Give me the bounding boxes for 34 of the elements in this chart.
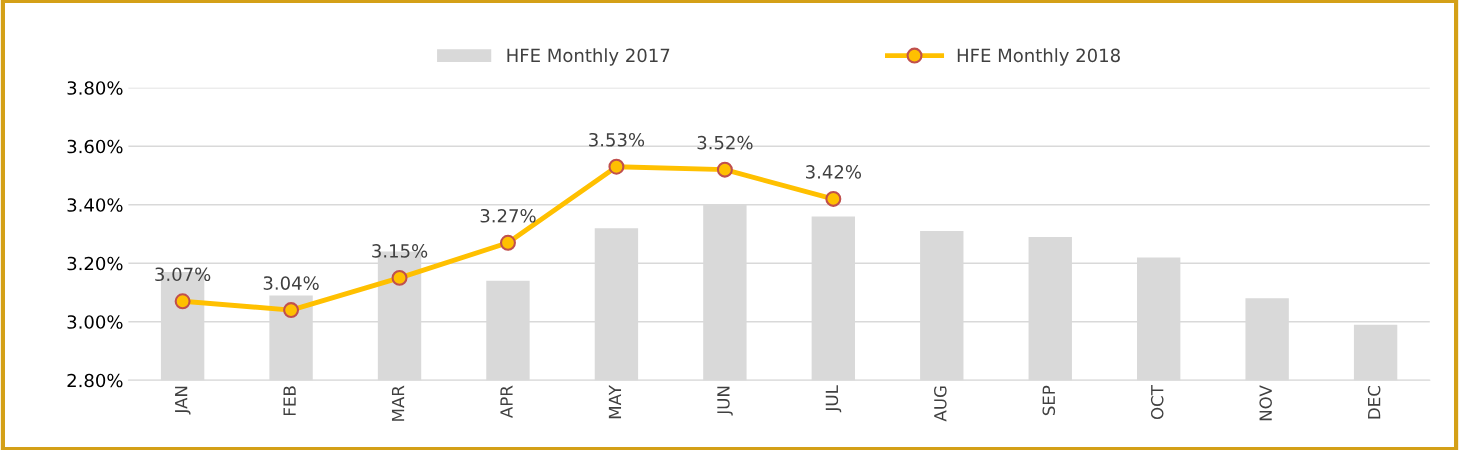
data-label: 3.27%	[480, 208, 536, 223]
legend-label: HFE Monthly 2017	[507, 48, 670, 66]
data-label: 3.42%	[806, 165, 862, 179]
data-label: 3.07%	[155, 267, 211, 282]
x-tick-label: NOV	[1259, 385, 1272, 421]
x-tick-label: APR	[500, 385, 513, 419]
x-tick-label: OCT	[1150, 385, 1164, 420]
point	[391, 269, 408, 286]
x-tick-label: SEP	[1042, 385, 1056, 416]
y-tick-label: 3.20%	[67, 256, 123, 271]
x-tick-label: JAN	[175, 386, 191, 415]
y-tick-label: 2.80%	[67, 373, 123, 388]
x-tick-label: FEB	[283, 386, 296, 416]
point	[283, 302, 300, 319]
x-tick-label: JUN	[717, 386, 733, 416]
point	[499, 234, 516, 251]
x-tick-label: DEC	[1367, 386, 1381, 419]
y-tick-label: 3.60%	[67, 139, 123, 154]
point	[716, 161, 733, 178]
point	[825, 190, 842, 207]
data-label: 3.53%	[589, 132, 645, 147]
y-tick-label: 3.00%	[67, 315, 123, 329]
legend-label: HFE Monthly 2018	[957, 48, 1120, 66]
x-tick-label: JUL	[825, 385, 842, 413]
x-tick-label: MAR	[391, 385, 405, 421]
y-tick-label: 3.80%	[67, 81, 123, 95]
data-label: 3.15%	[372, 244, 428, 258]
y-tick-label: 3.40%	[67, 198, 123, 212]
point	[174, 293, 191, 310]
x-tick-label: MAY	[608, 385, 622, 419]
data-label: 3.04%	[263, 276, 319, 290]
data-label: 3.52%	[697, 135, 753, 150]
x-tick-label: AUG	[934, 386, 947, 422]
point	[608, 158, 625, 175]
